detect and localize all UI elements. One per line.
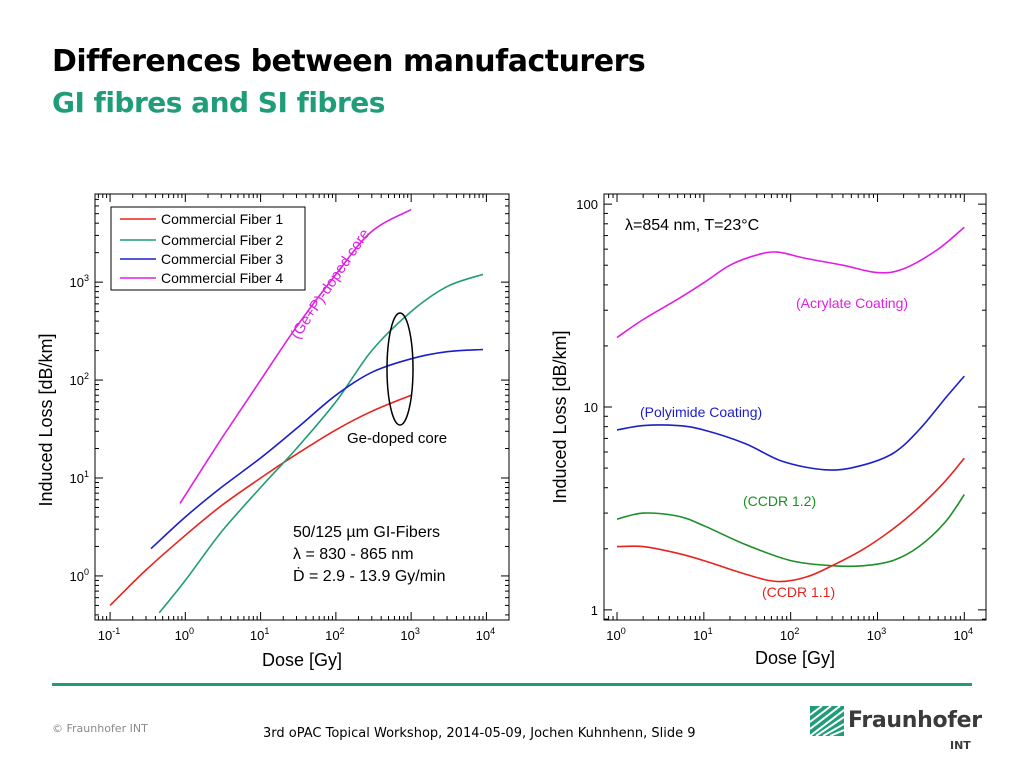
x-tick-label: 10-1	[98, 626, 120, 643]
x-axis-label: Dose [Gy]	[262, 650, 342, 670]
logo-name: Fraunhofer	[848, 708, 982, 733]
x-tick-label: 102	[325, 626, 344, 643]
legend-label: Commercial Fiber 2	[161, 232, 283, 248]
series-line-commercial-fiber-3	[150, 348, 484, 550]
legend-label: Commercial Fiber 3	[161, 251, 283, 267]
fiber-info-line: 50/125 µm GI-Fibers	[293, 524, 440, 541]
x-tick-label: 100	[175, 626, 194, 643]
x-tick-label: 100	[606, 626, 625, 643]
footer-text: 3rd oPAC Topical Workshop, 2014-05-09, J…	[263, 726, 696, 741]
legend-box	[110, 206, 306, 291]
x-tick-label: 104	[476, 626, 495, 643]
y-tick-label: 100	[576, 197, 598, 212]
series-label-ccdr-1-2: (CCDR 1.2)	[743, 493, 816, 509]
series-line-commercial-fiber-1	[109, 394, 412, 606]
x-tick-label: 104	[954, 626, 973, 643]
right-chart: 100 101 102 103 104 1 10 100 λ=854 nm, T=23°C (…	[550, 193, 987, 668]
legend-label: Commercial Fiber 1	[161, 211, 283, 227]
fraunhofer-logo-mark	[810, 706, 844, 736]
logo-sub: INT	[950, 739, 971, 752]
x-tick-label: 101	[250, 626, 269, 643]
y-tick-label: 102	[70, 371, 89, 388]
y-tick-label: 1	[591, 603, 598, 618]
slide-subtitle: GI fibres and SI fibres	[52, 86, 385, 119]
series-line-ccdr-1-1	[616, 457, 965, 583]
series-label-ccdr-1-1: (CCDR 1.1)	[762, 584, 835, 600]
series-line-polyimide-coating	[616, 375, 965, 471]
ge-doped-annotation: Ge-doped core	[347, 430, 447, 447]
fiber-info-line: λ = 830 - 865 nm	[293, 546, 414, 563]
legend: Commercial Fiber 1 Commercial Fiber 2 Co…	[110, 206, 306, 291]
series-line-ccdr-1-2	[616, 494, 965, 568]
plot-frame	[603, 193, 987, 621]
footer-rule	[52, 683, 972, 686]
y-tick-label: 103	[70, 273, 89, 290]
series-line-commercial-fiber-2	[158, 273, 484, 614]
conditions-annotation: λ=854 nm, T=23°C	[625, 217, 759, 234]
y-tick-label: 10	[584, 400, 598, 415]
series-label-acrylate: (Acrylate Coating)	[796, 295, 908, 311]
x-axis-label: Dose [Gy]	[755, 648, 835, 668]
x-tick-label: 103	[867, 626, 886, 643]
left-chart: 10-1 100 101 102 103 104 100 101 102 103 Commerci…	[36, 193, 510, 670]
y-axis-label: Induced Loss [dB/km]	[550, 330, 570, 503]
x-tick-label: 101	[693, 626, 712, 643]
copyright-text: © Fraunhofer INT	[52, 722, 148, 735]
series-label-polyimide: (Polyimide Coating)	[640, 404, 762, 420]
x-tick-label: 103	[400, 626, 419, 643]
series-line-acrylate-coating	[616, 226, 965, 339]
highlight-ellipse	[386, 312, 414, 426]
y-axis-label: Induced Loss [dB/km]	[36, 333, 56, 506]
fraunhofer-logo: Fraunhofer INT	[808, 706, 982, 754]
x-tick-label: 102	[780, 626, 799, 643]
legend-label: Commercial Fiber 4	[161, 270, 283, 286]
y-tick-label: 100	[70, 567, 89, 584]
series-line-commercial-fiber-4	[179, 208, 412, 504]
y-tick-label: 101	[70, 469, 89, 486]
slide-title: Differences between manufacturers	[52, 44, 646, 79]
fiber-info-line: Ḋ = 2.9 - 13.9 Gy/min	[293, 566, 446, 585]
